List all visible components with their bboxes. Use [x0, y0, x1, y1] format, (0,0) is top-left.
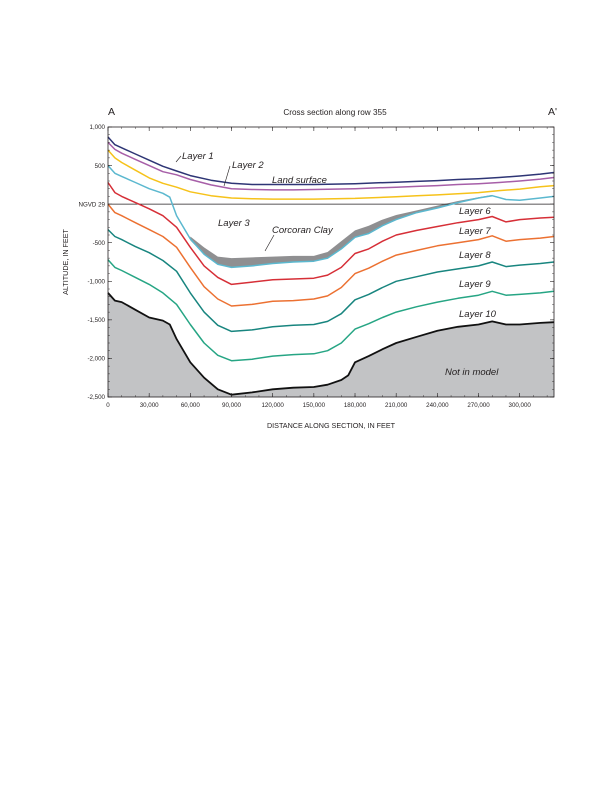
fill-layer — [108, 194, 554, 397]
x-tick-label: 180,000 — [344, 402, 367, 409]
y-tick-label: NGVD 29 — [79, 201, 106, 208]
not-in-model-label: Not in model — [445, 367, 499, 378]
plot-border — [107, 126, 555, 398]
x-tick-label: 90,000 — [222, 402, 241, 409]
section-end-label: A' — [548, 106, 557, 118]
layer-7-label: Layer 7 — [459, 226, 491, 237]
line-layer6-bottom — [107, 182, 555, 286]
layer-1-label: Layer 1 — [182, 151, 214, 162]
layer-8-label: Layer 8 — [459, 250, 491, 261]
line-land-surface — [107, 136, 555, 186]
line-layer9-bottom — [107, 259, 555, 362]
line-layer1-bottom — [107, 141, 555, 191]
x-tick-label: 30,000 — [140, 402, 159, 409]
layer-2-leader — [223, 165, 231, 187]
corcoran-clay-band — [190, 194, 493, 268]
corcoran-clay-leader — [264, 234, 275, 252]
y-tick-label: -500 — [93, 240, 106, 247]
layer-2-label: Layer 2 — [232, 160, 264, 171]
layer-6-label: Layer 6 — [459, 206, 491, 217]
y-tick-label: -2,500 — [87, 394, 105, 401]
line-layer2-bottom — [107, 149, 555, 200]
y-tick-label: -1,500 — [87, 317, 105, 324]
y-tick-label: -2,000 — [87, 356, 105, 363]
y-tick-label: -1,000 — [87, 278, 105, 285]
x-tick-label: 0 — [106, 402, 110, 409]
layer-10-label: Layer 10 — [459, 309, 497, 320]
y-tick-label: 1,000 — [90, 124, 106, 131]
line-layer7-bottom — [107, 203, 555, 307]
x-tick-label: 240,000 — [426, 402, 449, 409]
x-axis-title: DISTANCE ALONG SECTION, IN FEET — [267, 421, 396, 430]
x-tick-label: 120,000 — [261, 402, 284, 409]
layer-3-label: Layer 3 — [218, 218, 250, 229]
corcoran-clay-label: Corcoran Clay — [272, 225, 334, 236]
x-tick-label: 300,000 — [509, 402, 532, 409]
axis-ticks: 1,000 500 NGVD 29 -500 -1,000 -1,500 -2,000 -2,… — [79, 124, 554, 409]
y-tick-label: 500 — [95, 163, 106, 170]
line-layer3-bottom — [107, 165, 555, 269]
x-tick-label: 60,000 — [181, 402, 200, 409]
line-layer8-bottom — [107, 229, 555, 333]
layer-9-label: Layer 9 — [459, 279, 491, 290]
x-tick-label: 150,000 — [303, 402, 326, 409]
x-tick-label: 210,000 — [385, 402, 408, 409]
x-tick-label: 270,000 — [467, 402, 490, 409]
section-start-label: A — [108, 106, 115, 118]
land-surface-label: Land surface — [272, 175, 327, 186]
chart-text: Cross section along row 355 A A' DISTANC… — [61, 106, 557, 430]
layer-1-leader — [175, 155, 182, 163]
line-layer10-bottom — [107, 292, 555, 396]
y-axis-title: ALTITUDE, IN FEET — [61, 229, 70, 295]
chart-title: Cross section along row 355 — [283, 108, 387, 117]
not-in-model-area — [108, 292, 554, 397]
plot-frame — [107, 126, 555, 398]
series-lines — [107, 136, 555, 396]
